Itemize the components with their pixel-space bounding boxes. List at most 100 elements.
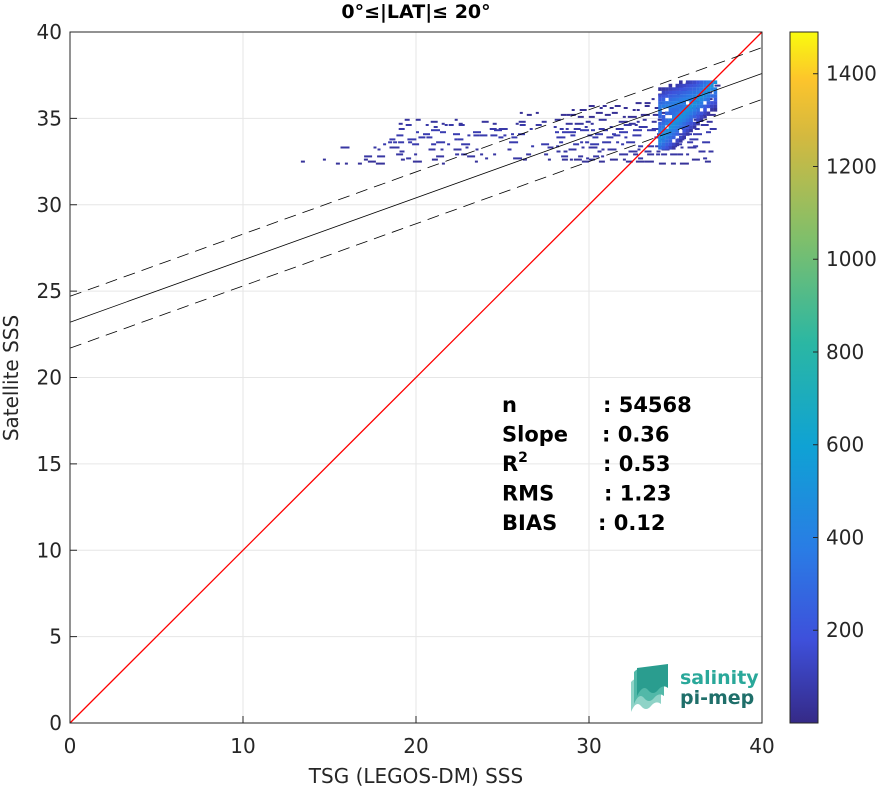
density-cell (559, 128, 564, 130)
wave-icon (631, 664, 668, 712)
density-cell (615, 128, 624, 130)
density-cell (672, 142, 676, 147)
density-cell (571, 109, 575, 111)
density-cell (658, 139, 662, 143)
y-tick-label: 15 (37, 452, 62, 476)
density-cell (568, 148, 577, 151)
y-axis-label: Satellite SSS (0, 315, 23, 441)
density-cell (344, 162, 348, 165)
density-cell (685, 118, 690, 122)
density-cell (703, 97, 707, 102)
density-cell (440, 131, 446, 134)
density-cell (621, 143, 625, 146)
density-cell (518, 120, 526, 123)
density-cell (706, 131, 711, 134)
density-cell (682, 111, 686, 116)
density-cell (703, 90, 707, 95)
density-cell (638, 157, 644, 160)
density-cell (455, 153, 460, 156)
density-cell (659, 111, 667, 114)
density-cell (672, 111, 676, 116)
density-cell (675, 101, 680, 105)
density-cell (675, 104, 680, 109)
density-cell (679, 83, 683, 88)
density-cell (675, 111, 680, 116)
density-cell (696, 114, 700, 119)
density-cell (573, 128, 581, 130)
density-cell (441, 122, 445, 125)
density-cell (679, 114, 683, 119)
density-cell (689, 97, 693, 102)
density-cell (635, 160, 645, 163)
density-cell (598, 160, 605, 163)
density-cell (682, 135, 686, 140)
density-cell (585, 120, 591, 123)
density-cell (691, 158, 700, 161)
stat-label: n (502, 393, 517, 417)
density-cell (465, 146, 469, 149)
density-cell (373, 146, 377, 149)
logo-line1: salinity (680, 667, 759, 689)
density-cell (593, 155, 600, 158)
density-cell (703, 104, 707, 109)
density-cell (689, 87, 693, 91)
density-cell (661, 90, 666, 95)
density-cell (584, 126, 588, 128)
density-cell (710, 108, 714, 112)
density-cell (679, 125, 683, 129)
density-cell (675, 125, 680, 129)
density-cell (713, 101, 718, 105)
density-cell (661, 135, 666, 140)
density-cell (685, 114, 690, 119)
x-axis-label: TSG (LEGOS-DM) SSS (308, 764, 523, 788)
density-cell (675, 90, 680, 95)
density-cell (658, 121, 662, 126)
density-cell (679, 162, 689, 165)
density-cell (423, 133, 430, 136)
density-cell (696, 111, 700, 116)
density-cell (467, 155, 476, 158)
density-cell (453, 133, 460, 136)
density-cell (367, 160, 376, 163)
density-cell (699, 104, 704, 109)
density-cell (398, 122, 403, 125)
density-cell (416, 131, 419, 134)
density-cell (569, 158, 573, 161)
density-cell (692, 104, 697, 109)
density-cell (481, 120, 489, 123)
density-cell (702, 141, 711, 144)
density-cell (665, 101, 669, 105)
density-cell (571, 131, 576, 134)
y-tick-label: 35 (37, 106, 62, 130)
density-cell (685, 111, 690, 116)
density-cell (703, 94, 707, 98)
density-cell (679, 139, 683, 143)
density-cell (633, 129, 642, 132)
density-cell (657, 118, 663, 121)
density-cell (665, 111, 669, 116)
density-cell (561, 155, 569, 158)
density-cell (692, 108, 697, 112)
density-cell (661, 104, 666, 109)
density-cell (647, 145, 655, 148)
density-cell (706, 113, 716, 116)
density-cell (679, 104, 683, 109)
density-cell (636, 120, 640, 123)
density-cell (503, 134, 507, 137)
density-cell (622, 158, 626, 161)
x-axis: 0 10 20 30 40 (64, 716, 775, 758)
density-cell (699, 87, 704, 91)
density-cell (682, 83, 686, 88)
density-cell (394, 146, 400, 149)
density-cell (431, 143, 437, 146)
density-cell (710, 104, 714, 109)
density-cell (687, 141, 694, 144)
density-cell (689, 125, 693, 129)
density-cell (563, 150, 568, 153)
density-cell (436, 155, 445, 158)
density-cell (613, 134, 621, 137)
density-cell (679, 94, 683, 98)
density-cell (588, 105, 595, 107)
y-tick-label: 30 (37, 193, 62, 217)
